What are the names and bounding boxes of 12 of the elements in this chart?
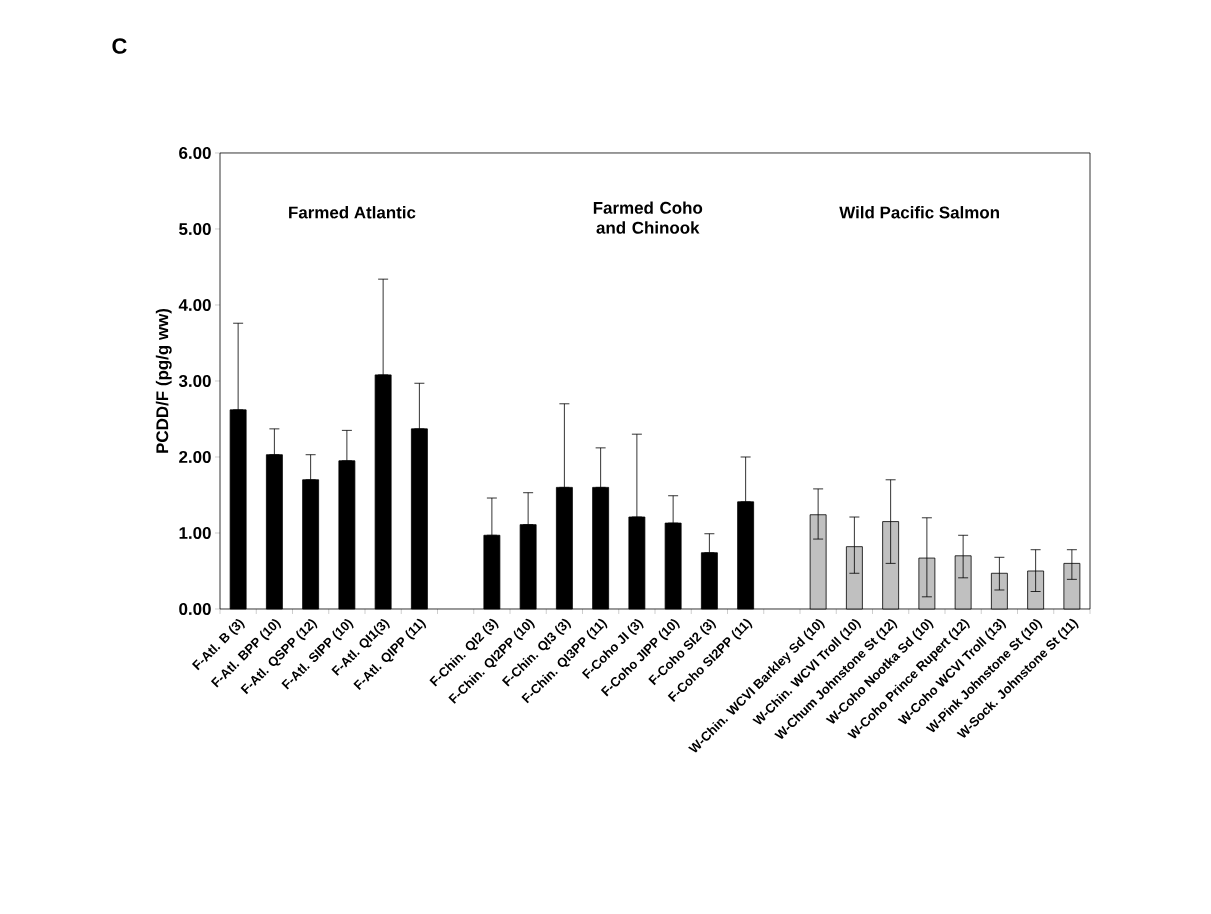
y-tick-label: 2.00 — [179, 450, 211, 463]
y-tick-label: 4.00 — [178, 298, 211, 311]
y-tick-label: 0.00 — [179, 602, 211, 615]
chart-title: C — [112, 38, 127, 54]
y-tick-label: 5.00 — [179, 222, 211, 235]
annotation: Farmed Coho and Chinook — [593, 201, 703, 234]
y-tick-label: 6.00 — [179, 146, 211, 159]
annotation: Wild Pacific Salmon — [839, 206, 999, 219]
y-axis-title: PCDD/F (pg/g ww) — [155, 308, 172, 453]
y-tick-label: 3.00 — [178, 374, 211, 387]
annotation: Farmed Atlantic — [289, 206, 416, 219]
y-tick-label: 1.00 — [179, 526, 211, 539]
